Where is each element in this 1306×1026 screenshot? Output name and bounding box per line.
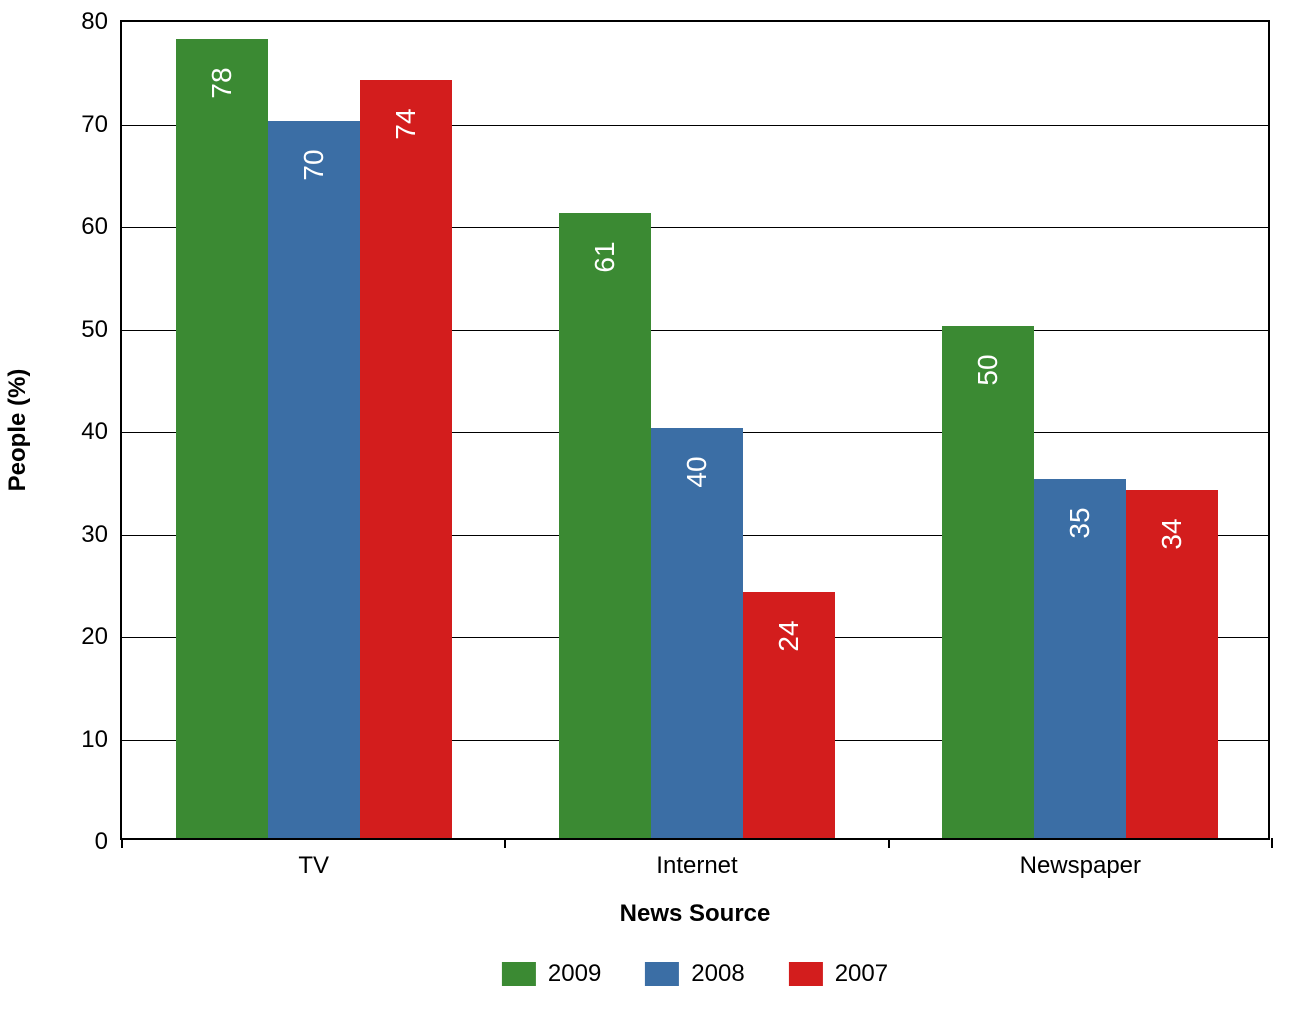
bar-value-label: 34 [1156,518,1188,549]
bar: 34 [1126,490,1218,839]
legend-swatch [645,962,679,986]
bar: 40 [651,428,743,838]
y-tick-label: 40 [81,418,122,446]
bar: 70 [268,121,360,839]
plot-area: 01020304050607080TV787074Internet614024N… [120,20,1270,840]
legend: 2009 2008 2007 [502,960,888,988]
bar-value-label: 78 [206,67,238,98]
bar: 24 [743,592,835,838]
bar: 74 [360,80,452,839]
bar: 61 [559,213,651,838]
bar-value-label: 61 [589,241,621,272]
bar-value-label: 24 [773,620,805,651]
y-tick-label: 30 [81,521,122,549]
bar-value-label: 50 [972,354,1004,385]
y-tick-label: 70 [81,111,122,139]
legend-label: 2007 [835,960,888,988]
bar-value-label: 40 [681,456,713,487]
x-tick-mark [1271,838,1273,848]
x-tick-mark [504,838,506,848]
legend-label: 2009 [548,960,601,988]
x-tick-label: TV [298,838,329,880]
bar: 50 [942,326,1034,839]
bar-value-label: 35 [1064,508,1096,539]
x-tick-mark [121,838,123,848]
legend-swatch [789,962,823,986]
bar-value-label: 70 [298,149,330,180]
bar: 78 [176,39,268,839]
x-tick-label: Newspaper [1020,838,1141,880]
y-axis-label: People (%) [4,369,32,492]
legend-label: 2008 [691,960,744,988]
y-tick-label: 60 [81,213,122,241]
x-axis-label: News Source [620,900,771,928]
x-tick-mark [888,838,890,848]
legend-item: 2009 [502,960,601,988]
chart-container: People (%) 0 10 20 30 40 50 60 70 80 TV 78 70 74 Inte… [0,0,1306,1026]
legend-item: 2008 [645,960,744,988]
y-tick-label: 20 [81,623,122,651]
y-tick-label: 80 [81,8,122,36]
x-tick-label: Internet [656,838,737,880]
legend-item: 2007 [789,960,888,988]
y-tick-label: 0 [95,828,122,856]
y-tick-label: 10 [81,726,122,754]
y-tick-label: 50 [81,316,122,344]
bar: 35 [1034,479,1126,838]
bar-value-label: 74 [390,108,422,139]
legend-swatch [502,962,536,986]
